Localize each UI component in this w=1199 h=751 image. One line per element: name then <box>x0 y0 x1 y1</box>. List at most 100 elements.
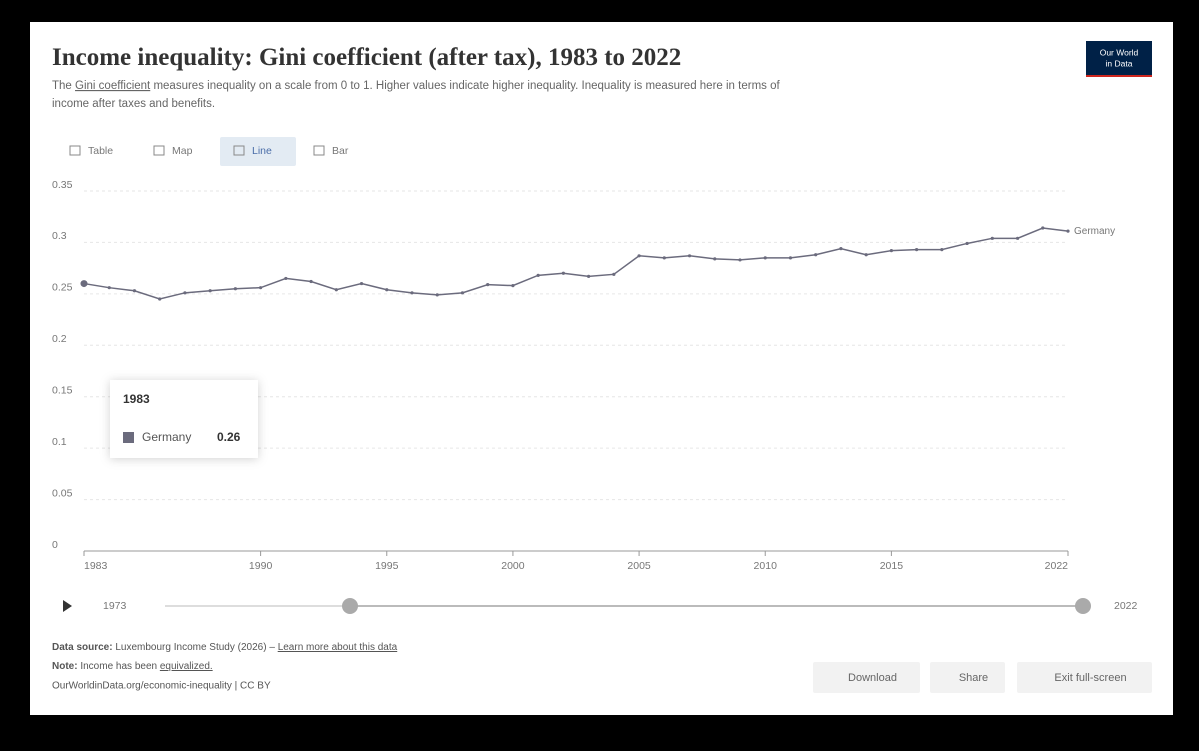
point <box>208 289 212 293</box>
y-tick-label: 0.35 <box>52 179 73 191</box>
button-label[interactable]: Share <box>959 672 988 684</box>
point <box>107 286 111 290</box>
logo-stripe <box>1086 75 1152 77</box>
timeline-handle[interactable] <box>1075 598 1091 614</box>
point <box>460 291 465 295</box>
x-tick-label: 2010 <box>754 560 778 572</box>
subtitle-text: measures inequality on a scale from 0 to… <box>153 80 780 92</box>
button-label[interactable]: Exit full-screen <box>1054 672 1126 684</box>
note-link[interactable]: equivalized. <box>160 661 213 672</box>
x-tick-label: 2022 <box>1045 560 1069 572</box>
subtitle-prefix: The <box>52 80 72 92</box>
buttons: Download Share Exit full-screen <box>813 662 1152 693</box>
subtitle: The Gini coefficient measures inequality… <box>52 80 780 92</box>
y-tick-label: 0.1 <box>52 436 67 448</box>
point <box>561 271 565 275</box>
point <box>713 257 717 261</box>
point <box>435 293 439 297</box>
point <box>940 248 944 252</box>
tooltip-swatch <box>123 432 134 443</box>
button-label[interactable]: Download <box>848 672 897 684</box>
tooltip-series: Germany <box>142 430 191 444</box>
note-label: Note: <box>52 661 78 672</box>
tab-icon <box>69 145 81 156</box>
point <box>233 287 237 291</box>
point <box>132 289 137 293</box>
point <box>990 236 994 240</box>
point <box>334 288 338 292</box>
tab[interactable]: Map <box>172 145 193 157</box>
chart-title: Income inequality: Gini coefficient (aft… <box>52 44 681 71</box>
point <box>738 258 742 262</box>
point <box>259 286 263 290</box>
point <box>637 254 641 258</box>
tooltip-box <box>110 380 258 458</box>
point <box>385 288 389 292</box>
point <box>1041 226 1045 230</box>
source: Data source: Luxembourg Income Study (20… <box>52 642 398 653</box>
note-text: Income has been <box>80 661 157 672</box>
tooltip-value: 0.26 <box>217 430 241 444</box>
y-tick-label: 0.25 <box>52 282 73 294</box>
x-tick-label: 1995 <box>375 560 399 572</box>
point <box>965 241 969 246</box>
point <box>662 256 666 260</box>
active-tab-bg <box>220 137 296 166</box>
point <box>183 291 187 295</box>
tabs: Table Map Line Bar <box>69 145 349 157</box>
point <box>359 281 364 286</box>
source-link[interactable]: Learn more about this data <box>278 642 398 653</box>
series-line <box>83 227 1069 300</box>
point <box>1066 229 1070 233</box>
url: OurWorldinData.org/economic-inequality |… <box>52 681 271 692</box>
tooltip: 1983 Germany 0.26 <box>110 380 258 458</box>
y-tick-label: 0 <box>52 539 58 551</box>
y-tick-label: 0.2 <box>52 333 67 345</box>
y-tick-label: 0.15 <box>52 384 73 396</box>
point <box>158 297 162 301</box>
tab[interactable]: Line <box>252 145 272 157</box>
logo[interactable]: Our World in Data <box>1086 41 1152 77</box>
point <box>587 274 591 278</box>
tab[interactable]: Bar <box>332 145 349 157</box>
y-tick-label: 0.05 <box>52 487 73 499</box>
point <box>486 283 490 287</box>
source-label: Data source: <box>52 642 113 653</box>
button[interactable] <box>813 662 920 693</box>
series-label: Germany <box>1074 226 1115 237</box>
point <box>864 253 868 257</box>
logo-bg <box>1086 41 1152 77</box>
card <box>30 22 1173 715</box>
logo-text: Our World <box>1100 47 1139 57</box>
button[interactable] <box>930 662 1005 693</box>
subtitle-link[interactable]: Gini coefficient <box>75 80 151 92</box>
source-text: Luxembourg Income Study (2026) – <box>115 642 275 653</box>
point <box>284 276 288 281</box>
tab[interactable]: Table <box>88 145 113 157</box>
point <box>814 253 818 257</box>
logo-text: in Data <box>1106 58 1133 68</box>
x-tick-label: 2000 <box>501 560 525 572</box>
point <box>1015 236 1020 240</box>
point <box>612 272 616 276</box>
tab-icon <box>153 145 165 156</box>
point <box>511 284 515 288</box>
x-tick-label: 1990 <box>249 560 273 572</box>
button[interactable] <box>1017 662 1152 693</box>
timeline-handle[interactable] <box>342 598 358 614</box>
play-button[interactable] <box>63 600 72 612</box>
point <box>839 247 843 251</box>
x-tick-label: 2015 <box>880 560 904 572</box>
timeline-start: 1973 <box>103 600 127 612</box>
point <box>915 248 919 252</box>
tab-icon <box>313 145 325 156</box>
point <box>536 273 540 277</box>
point <box>889 249 893 253</box>
point <box>309 279 313 284</box>
x-tick-label: 1983 <box>84 560 108 572</box>
x-tick-label: 2005 <box>627 560 651 572</box>
note: Note: Income has been equivalized. <box>52 661 213 672</box>
tab-icon <box>233 145 245 156</box>
point <box>80 280 88 288</box>
